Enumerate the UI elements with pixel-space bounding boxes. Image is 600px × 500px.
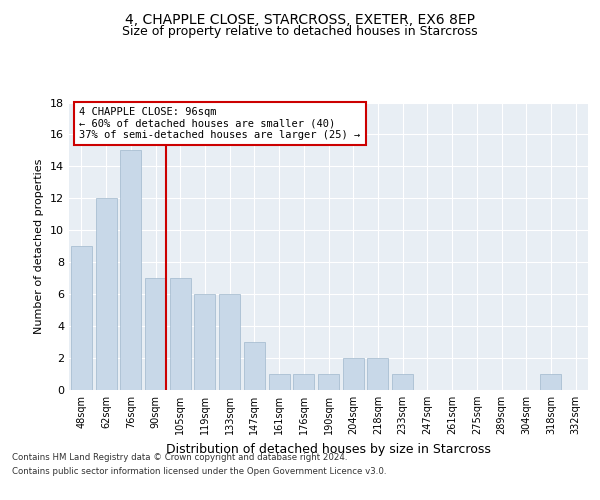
Bar bbox=[95, 198, 116, 390]
Bar bbox=[343, 358, 364, 390]
Bar bbox=[541, 374, 562, 390]
Text: Contains HM Land Registry data © Crown copyright and database right 2024.: Contains HM Land Registry data © Crown c… bbox=[12, 454, 347, 462]
Bar bbox=[71, 246, 92, 390]
Bar bbox=[219, 294, 240, 390]
Y-axis label: Number of detached properties: Number of detached properties bbox=[34, 158, 44, 334]
Bar bbox=[269, 374, 290, 390]
Bar bbox=[293, 374, 314, 390]
Text: 4, CHAPPLE CLOSE, STARCROSS, EXETER, EX6 8EP: 4, CHAPPLE CLOSE, STARCROSS, EXETER, EX6… bbox=[125, 12, 475, 26]
Bar bbox=[170, 278, 191, 390]
Bar bbox=[244, 342, 265, 390]
Bar bbox=[194, 294, 215, 390]
Text: 4 CHAPPLE CLOSE: 96sqm
← 60% of detached houses are smaller (40)
37% of semi-det: 4 CHAPPLE CLOSE: 96sqm ← 60% of detached… bbox=[79, 107, 361, 140]
Bar bbox=[145, 278, 166, 390]
Bar bbox=[367, 358, 388, 390]
Text: Contains public sector information licensed under the Open Government Licence v3: Contains public sector information licen… bbox=[12, 467, 386, 476]
Bar bbox=[318, 374, 339, 390]
Bar bbox=[392, 374, 413, 390]
Bar bbox=[120, 150, 141, 390]
Text: Size of property relative to detached houses in Starcross: Size of property relative to detached ho… bbox=[122, 25, 478, 38]
X-axis label: Distribution of detached houses by size in Starcross: Distribution of detached houses by size … bbox=[166, 442, 491, 456]
